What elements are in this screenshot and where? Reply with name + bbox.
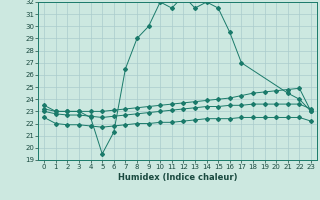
X-axis label: Humidex (Indice chaleur): Humidex (Indice chaleur)	[118, 173, 237, 182]
